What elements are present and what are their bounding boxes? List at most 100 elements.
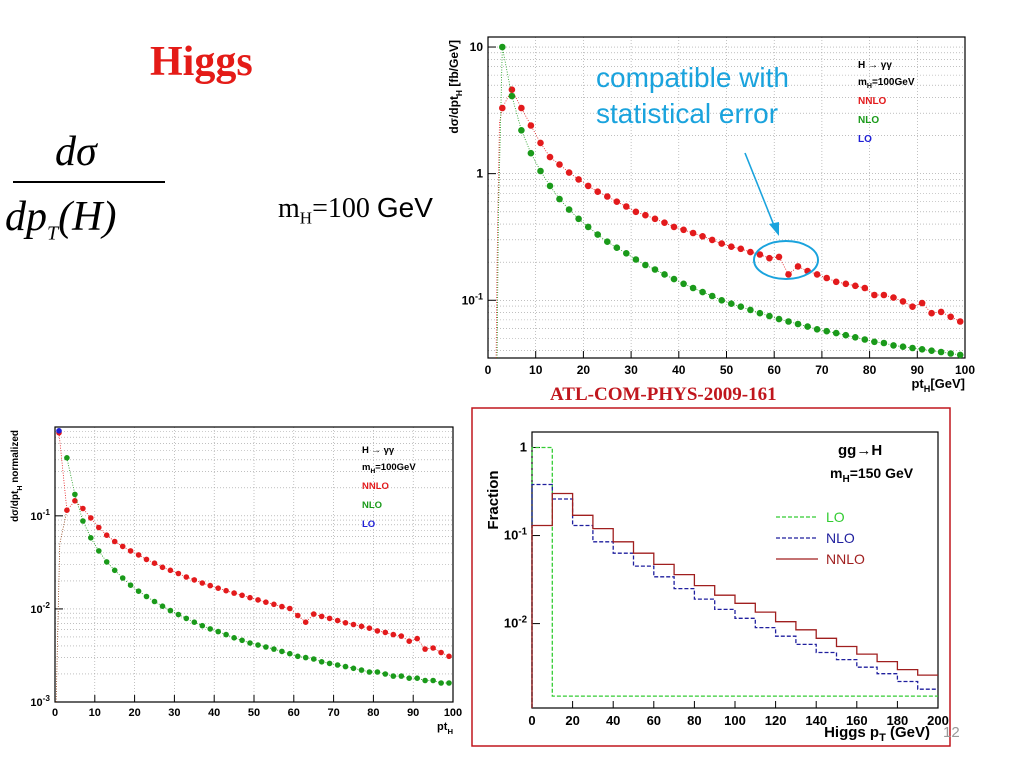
formula-dsigma-dpt: dσ dpT(H) xyxy=(5,128,165,253)
top-nlo-point xyxy=(813,326,821,333)
top-nnlo-point xyxy=(785,271,792,278)
top-nlo-point xyxy=(842,331,850,339)
top-nnlo-point xyxy=(937,308,945,316)
hist-xtick-label: 40 xyxy=(606,713,620,728)
hist-nlo-line xyxy=(531,483,938,708)
top-nlo-point xyxy=(766,312,773,320)
hist-xtick-label: 140 xyxy=(805,713,827,728)
top-nlo-point xyxy=(537,167,544,175)
top-nnlo-point xyxy=(918,299,926,307)
left-nlo-point xyxy=(279,648,285,655)
top-nnlo-point xyxy=(565,169,573,176)
top-nnlo-point xyxy=(527,122,535,129)
left-nnlo-point xyxy=(422,646,428,652)
left-xtick-label: 80 xyxy=(367,707,379,719)
top-nlo-point xyxy=(670,275,678,283)
annotation-text: compatible with statistical error xyxy=(596,62,789,129)
left-nnlo-point xyxy=(111,538,118,545)
left-nlo-point xyxy=(151,598,158,605)
top-nnlo-point xyxy=(899,298,907,305)
top-nlo-point xyxy=(594,231,601,238)
hist-legend-nlo: NLO xyxy=(826,530,855,546)
slide-title: Higgs xyxy=(150,39,253,85)
left-nlo-point xyxy=(191,619,198,625)
left-nnlo-point xyxy=(446,653,452,660)
hist-legend-lo: LO xyxy=(826,509,845,525)
left-nlo-point xyxy=(334,662,341,668)
top-nnlo-point xyxy=(813,271,821,278)
left-nnlo-point xyxy=(374,628,381,634)
hist-x-axis-label: Higgs pT (GeV) xyxy=(824,724,930,744)
left-nnlo-point xyxy=(382,629,389,636)
top-xtick-label: 50 xyxy=(720,363,734,377)
left-nlo-point xyxy=(318,659,325,665)
formula-den-tail: (H) xyxy=(58,194,117,240)
top-ytick-label: 1 xyxy=(476,167,483,181)
left-nlo-point xyxy=(231,635,237,641)
left-nlo-point xyxy=(175,611,182,618)
top-nlo-point xyxy=(699,288,706,296)
left-ytick-label: 10-2 xyxy=(30,601,50,616)
top-xtick-label: 100 xyxy=(955,363,975,377)
left-legend-nlo: NLO xyxy=(362,500,382,511)
top-nlo-point xyxy=(642,261,649,269)
top-nlo-point xyxy=(918,346,926,353)
left-nlo-point xyxy=(159,603,166,609)
hist-xtick-label: 20 xyxy=(565,713,579,728)
top-nnlo-point xyxy=(775,253,783,261)
left-nnlo-point xyxy=(326,615,333,622)
top-nnlo-point xyxy=(642,211,649,219)
hist-xtick-label: 60 xyxy=(647,713,661,728)
hist-xtick-label: 200 xyxy=(927,713,949,728)
left-nnlo-point xyxy=(398,633,405,639)
formula-den-main: dp xyxy=(5,194,47,240)
left-nlo-point xyxy=(215,628,221,635)
top-nlo-point xyxy=(947,350,954,357)
left-nlo-point xyxy=(414,675,421,681)
left-xtick-label: 20 xyxy=(128,707,140,719)
top-xtick-label: 0 xyxy=(485,363,492,377)
chart-bottom-right: 0 20 40 60 80 100 120 140 160 180 200110-110-2Frac… xyxy=(471,407,951,747)
left-nlo-point xyxy=(88,535,94,541)
left-nlo-point xyxy=(223,631,229,638)
top-nlo-point xyxy=(823,327,830,335)
top-nnlo-point xyxy=(651,215,659,223)
top-nnlo-point xyxy=(613,198,621,205)
left-nnlo-point xyxy=(80,505,86,512)
left-nlo-point xyxy=(247,640,253,646)
left-nnlo-point xyxy=(358,623,365,630)
top-xtick-label: 90 xyxy=(911,363,925,377)
left-nnlo-point xyxy=(215,585,221,591)
top-nlo-point xyxy=(928,347,935,355)
top-nnlo-point xyxy=(680,226,687,234)
left-nnlo-point xyxy=(175,570,182,577)
left-nnlo-point xyxy=(255,597,261,603)
left-xtick-label: 50 xyxy=(248,707,260,719)
formula-denominator: dpT(H) xyxy=(5,193,116,245)
left-xtick-label: 0 xyxy=(52,707,58,719)
left-nlo-point xyxy=(422,677,428,684)
top-y-axis-label: dσ/dptH [fb/GeV] xyxy=(447,40,464,134)
annotation-callout xyxy=(744,152,819,280)
top-nlo-point xyxy=(728,300,735,308)
top-xtick-label: 30 xyxy=(624,363,638,377)
top-nnlo-point xyxy=(832,278,840,286)
left-nlo-point xyxy=(207,626,213,632)
top-nlo-point xyxy=(575,215,582,223)
top-nnlo-point xyxy=(852,282,859,290)
top-nlo-point xyxy=(785,318,792,325)
left-xtick-label: 10 xyxy=(89,707,101,719)
left-xtick-label: 40 xyxy=(208,707,220,719)
hist-xtick-label: 160 xyxy=(846,713,868,728)
left-ytick-label: 10-3 xyxy=(30,694,50,709)
left-nlo-point xyxy=(119,575,126,581)
left-nnlo-point xyxy=(263,599,269,605)
top-nlo-point xyxy=(737,303,745,311)
top-xtick-label: 70 xyxy=(815,363,829,377)
top-nnlo-point xyxy=(747,248,754,256)
left-nnlo-point xyxy=(207,582,213,589)
top-nnlo-point xyxy=(947,313,954,321)
annotation-ellipse xyxy=(753,240,819,280)
top-nnlo-point xyxy=(708,236,716,244)
